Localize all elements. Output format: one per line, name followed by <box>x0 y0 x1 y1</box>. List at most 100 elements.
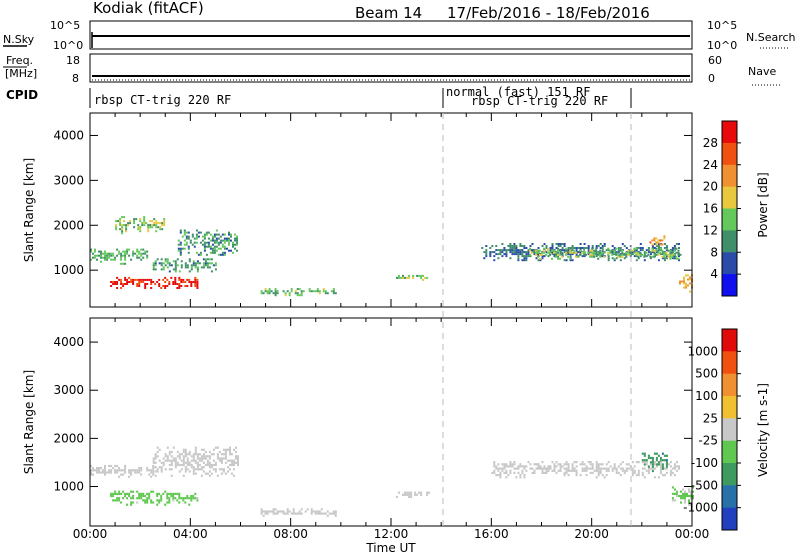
velocity-colorbar-tick-label: 25 <box>703 411 718 425</box>
velocity-cell <box>184 450 187 454</box>
velocity-cell <box>152 501 155 504</box>
power-cell <box>117 220 120 223</box>
power-cell <box>503 249 506 252</box>
power-cell <box>569 255 572 258</box>
power-cell <box>497 249 500 252</box>
cpid-segment-1: rbsp CT-trig 220 RF <box>94 93 231 107</box>
power-cell <box>132 254 135 257</box>
power-cell <box>607 249 610 252</box>
power-cell <box>294 292 297 295</box>
velocity-cell <box>154 453 157 456</box>
power-cell <box>565 251 568 254</box>
nave-label: Nave <box>748 65 776 78</box>
power-cell <box>207 237 210 240</box>
power-cell <box>159 226 162 229</box>
power-cell <box>591 245 594 247</box>
velocity-cell <box>601 474 604 477</box>
power-cell <box>523 251 526 254</box>
power-cell <box>232 241 234 244</box>
velocity-cell <box>680 494 682 498</box>
power-cell <box>657 253 660 256</box>
velocity-cell <box>533 463 536 466</box>
power-cell <box>130 258 133 261</box>
velocity-cell <box>615 467 618 470</box>
power-cell <box>613 251 616 254</box>
power-cell <box>334 292 337 295</box>
power-cell <box>142 278 145 281</box>
power-cell <box>619 247 622 249</box>
power-cell <box>223 241 226 244</box>
power-cell <box>579 249 582 252</box>
power-cell <box>119 218 122 221</box>
power-cell <box>158 283 161 285</box>
power-cell <box>529 249 531 252</box>
velocity-cell <box>136 490 139 493</box>
velocity-cell <box>192 468 195 471</box>
velocity-cell <box>671 471 674 474</box>
power-cell <box>120 258 123 261</box>
power-cell <box>125 226 128 229</box>
velocity-cell <box>98 471 100 474</box>
power-cell <box>509 249 512 252</box>
power-cell <box>420 274 423 277</box>
velocity-cell <box>649 467 652 470</box>
velocity-cell <box>237 457 239 460</box>
velocity-cell <box>523 476 526 479</box>
velocity-cell <box>164 490 167 493</box>
power-cell <box>619 259 622 262</box>
power-cell <box>284 292 287 295</box>
velocity-cell <box>160 466 163 469</box>
velocity-cell <box>565 471 568 474</box>
velocity-cell <box>551 461 554 464</box>
velocity-cell <box>637 474 640 477</box>
power-cell <box>567 255 570 258</box>
power-cell <box>212 264 215 267</box>
power-cell <box>553 255 556 258</box>
power-cell <box>214 268 217 271</box>
velocity-cell <box>615 469 618 472</box>
velocity-cell <box>509 469 512 472</box>
power-cell <box>162 262 165 265</box>
power-cell <box>563 259 566 262</box>
velocity-cell <box>653 461 656 464</box>
velocity-cell <box>260 510 263 513</box>
power-cell <box>215 241 218 244</box>
power-cell <box>679 280 681 283</box>
power-cell <box>144 283 147 285</box>
velocity-cell <box>156 499 159 502</box>
power-cell <box>221 239 224 242</box>
velocity-cell <box>690 492 692 495</box>
power-cell <box>206 264 209 267</box>
velocity-cell <box>208 466 211 469</box>
velocity-cell <box>601 467 604 470</box>
power-cell <box>509 251 512 254</box>
velocity-cell <box>591 465 594 468</box>
power-colorbar-tick-label: 4 <box>710 267 718 281</box>
velocity-cell <box>497 467 500 470</box>
power-cell <box>563 245 566 247</box>
power-cell <box>661 257 664 260</box>
freq-panel: Freq. [MHz] 18 8 60 0 Nave <box>3 53 780 86</box>
power-cell <box>683 276 685 279</box>
power-cell <box>163 224 166 227</box>
power-cell <box>123 216 126 219</box>
velocity-cell <box>116 469 119 472</box>
power-cell <box>226 237 228 240</box>
power-cell <box>537 249 539 252</box>
velocity-cell <box>515 476 518 479</box>
power-cell <box>577 251 580 254</box>
power-cell <box>649 241 652 244</box>
power-cell <box>166 260 169 263</box>
velocity-cell <box>690 503 692 506</box>
velocity-cell <box>156 494 159 498</box>
velocity-cell <box>274 508 277 511</box>
power-cell <box>128 254 131 257</box>
power-cell <box>112 258 115 261</box>
velocity-cell <box>509 461 512 464</box>
power-cell <box>114 256 117 259</box>
velocity-cell <box>184 453 187 456</box>
velocity-cell <box>509 465 512 468</box>
power-cell <box>104 256 106 259</box>
velocity-cell <box>126 497 129 500</box>
velocity-cell <box>196 457 199 460</box>
